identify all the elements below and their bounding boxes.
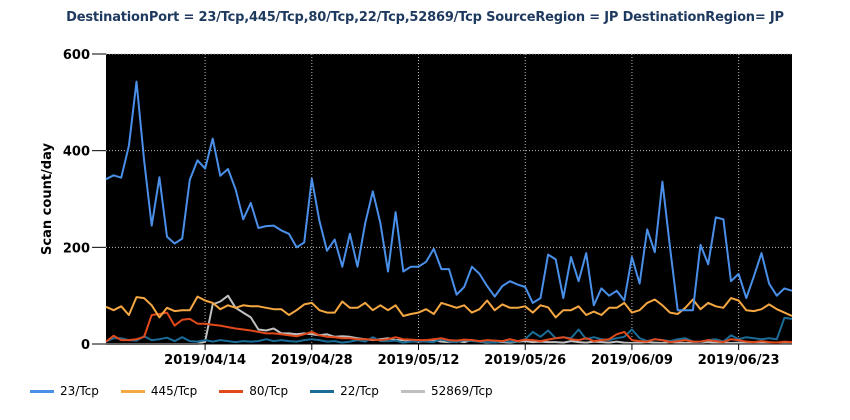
- y-tick-label: 600: [63, 48, 90, 63]
- legend-label: 23/Tcp: [60, 384, 99, 398]
- legend-item-80tcp[interactable]: 80/Tcp: [219, 384, 288, 398]
- x-axis: 2019/04/14 2019/04/28 2019/05/12 2019/05/26…: [92, 343, 792, 368]
- x-tick-label: 2019/05/12: [378, 353, 460, 368]
- legend-item-52869tcp[interactable]: 52869/Tcp: [400, 384, 493, 398]
- chart-title: DestinationPort = 23/Tcp,445/Tcp,80/Tcp,…: [66, 10, 784, 25]
- legend-label: 52869/Tcp: [430, 384, 493, 398]
- x-tick-label: 2019/06/09: [591, 353, 673, 368]
- legend-item-445tcp[interactable]: 445/Tcp: [120, 384, 198, 398]
- y-axis: 0 200 400 600: [63, 48, 106, 353]
- x-tick-label: 2019/04/28: [271, 353, 353, 368]
- y-axis-label: Scan count/day: [40, 143, 55, 255]
- gridlines: [106, 53, 792, 344]
- series-line-23-tcp: [105, 80, 793, 312]
- legend-item-22tcp[interactable]: 22/Tcp: [310, 384, 379, 398]
- y-tick-label: 400: [63, 145, 90, 160]
- legend-swatch: [400, 389, 425, 393]
- legend-label: 80/Tcp: [249, 384, 289, 398]
- legend-label: 22/Tcp: [340, 384, 379, 398]
- legend: 23/Tcp 445/Tcp 80/Tcp 22/Tcp 52869/Tcp: [30, 384, 515, 398]
- y-tick-label: 0: [81, 338, 90, 353]
- x-tick-label: 2019/06/23: [698, 353, 780, 368]
- legend-swatch: [310, 389, 335, 393]
- legend-swatch: [30, 389, 54, 393]
- line-chart: 0 200 400 600 2019/04/14 2019/04/28 2019/05/1…: [40, 48, 793, 368]
- x-tick-label: 2019/04/14: [164, 353, 246, 368]
- series-line-80-tcp: [105, 311, 793, 344]
- y-tick-label: 200: [63, 241, 90, 256]
- plot-background: [106, 54, 792, 344]
- series-line-22-tcp: [105, 316, 793, 344]
- x-tick-label: 2019/05/26: [484, 353, 566, 368]
- series-lines: [105, 80, 793, 345]
- legend-swatch: [120, 389, 145, 393]
- legend-swatch: [219, 389, 244, 393]
- series-line-445-tcp: [105, 295, 793, 319]
- legend-label: 445/Tcp: [150, 384, 198, 398]
- legend-item-23tcp[interactable]: 23/Tcp: [30, 384, 99, 398]
